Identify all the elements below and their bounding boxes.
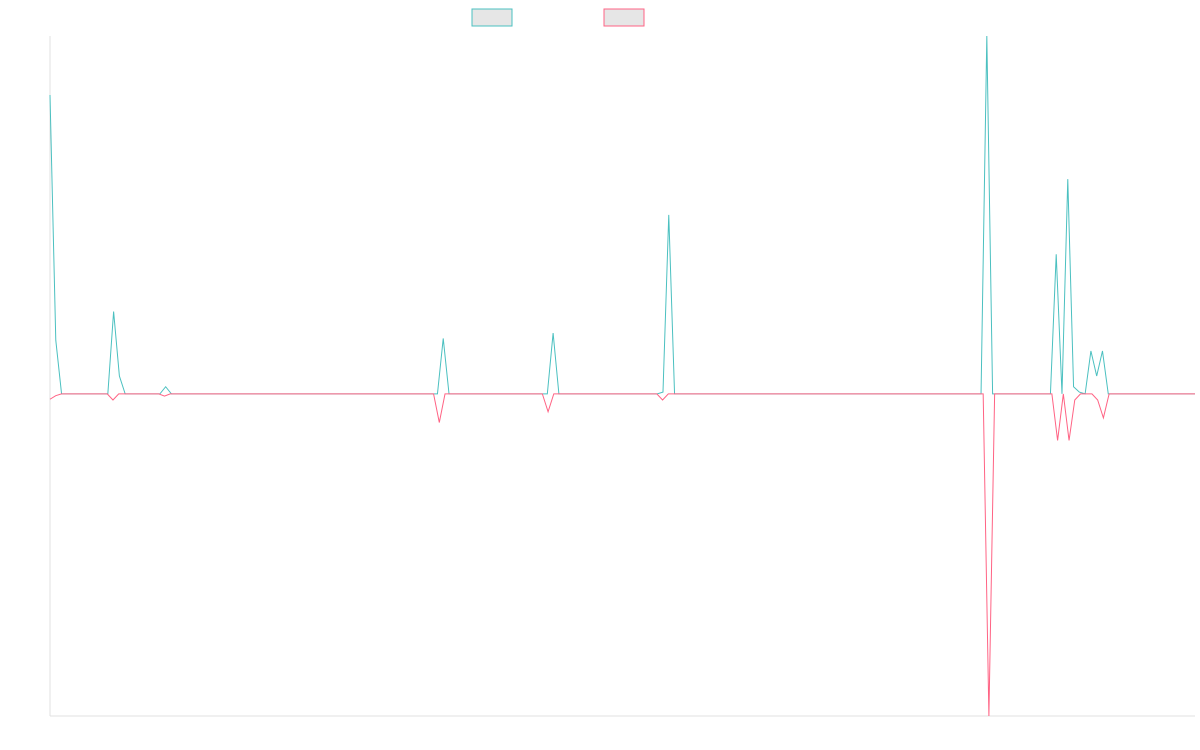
series-line [49,393,1195,717]
legend-swatch [603,8,645,27]
series-line [49,35,1195,395]
legend-swatch [471,8,513,27]
